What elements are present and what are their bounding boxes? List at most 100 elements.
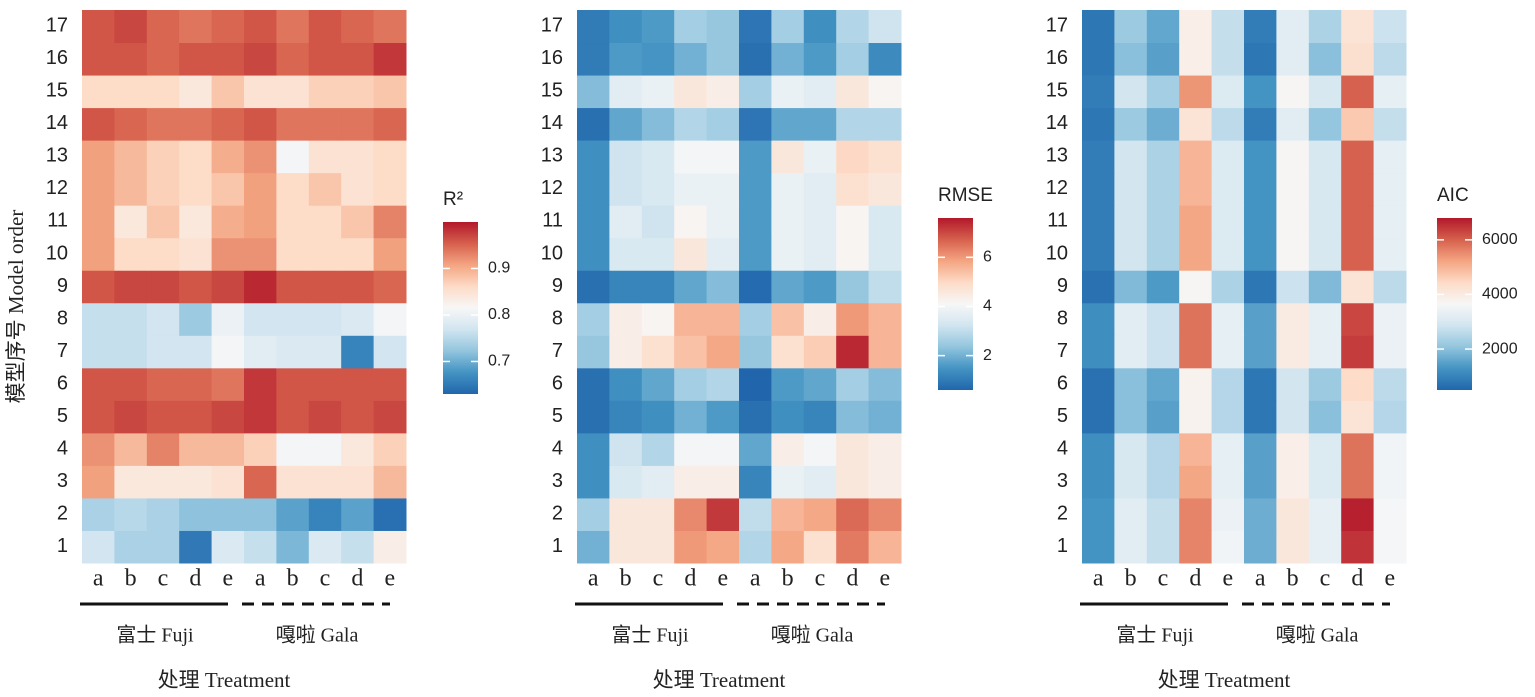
heatmap-cell — [771, 172, 805, 206]
heatmap-cell — [146, 205, 180, 239]
y-tick-label: 6 — [57, 372, 68, 394]
colorbar-tick-label: 2000 — [1482, 340, 1518, 357]
heatmap-cell — [836, 75, 870, 109]
heatmap-cell — [373, 400, 407, 434]
heatmap-cell — [1244, 270, 1277, 304]
heatmap-cell — [836, 107, 870, 141]
heatmap-cell — [211, 10, 245, 44]
heatmap-cell — [373, 172, 407, 206]
heatmap-cell — [1179, 335, 1213, 369]
heatmap-cell — [641, 10, 675, 44]
x-tick-label: b — [1287, 566, 1299, 592]
colorbar — [443, 222, 478, 394]
heatmap-cell — [146, 302, 180, 336]
heatmap-cell — [179, 270, 213, 304]
heatmap-cell — [836, 205, 870, 239]
heatmap-cell — [1114, 530, 1148, 564]
heatmap-cell — [641, 400, 675, 434]
heatmap-cell — [803, 107, 837, 141]
heatmap-cell — [771, 270, 805, 304]
heatmap-cell — [276, 42, 310, 76]
heatmap-cell — [1341, 75, 1375, 109]
heatmap-cell — [1211, 140, 1245, 174]
heatmap-cell — [179, 10, 213, 44]
heatmap-cell — [1082, 367, 1115, 401]
heatmap-cell — [244, 75, 277, 109]
heatmap-cell — [82, 400, 115, 434]
heatmap-cell — [244, 400, 277, 434]
y-tick-label: 14 — [541, 112, 563, 134]
heatmap-cell — [276, 75, 310, 109]
heatmap-cell — [1211, 42, 1245, 76]
heatmap-cell — [609, 205, 643, 239]
heatmap-cell — [1146, 465, 1180, 499]
heatmap-cell — [1146, 75, 1180, 109]
heatmap-cell — [114, 42, 148, 76]
y-tick-label: 3 — [1057, 470, 1068, 492]
heatmap-cell — [868, 465, 902, 499]
heatmap-cell — [179, 432, 213, 466]
heatmap-cell — [609, 367, 643, 401]
heatmap-cell — [739, 237, 772, 271]
colorbar-tick-label: 6000 — [1482, 231, 1518, 248]
heatmap-cell — [674, 367, 708, 401]
heatmap-cell — [179, 497, 213, 531]
heatmap-cell — [1308, 270, 1342, 304]
heatmap-cell — [1082, 140, 1115, 174]
heatmap-cell — [577, 172, 610, 206]
heatmap-cell — [1146, 367, 1180, 401]
heatmap-cell — [803, 367, 837, 401]
y-tick-label: 15 — [541, 80, 563, 102]
heatmap-cell — [1244, 367, 1277, 401]
heatmap-cell — [179, 367, 213, 401]
heatmap-cell — [1211, 205, 1245, 239]
heatmap-cell — [1146, 432, 1180, 466]
y-tick-label: 17 — [1046, 15, 1068, 37]
heatmap-cell — [706, 497, 740, 531]
y-tick-label: 12 — [541, 177, 563, 199]
heatmap-cell — [341, 432, 375, 466]
heatmap-cell — [308, 42, 342, 76]
heatmap-cell — [803, 75, 837, 109]
heatmap-cell — [308, 367, 342, 401]
heatmap-cell — [114, 367, 148, 401]
x-tick-label: c — [158, 566, 169, 592]
heatmap-cell — [674, 497, 708, 531]
heatmap-cell — [803, 42, 837, 76]
heatmap-cell — [1341, 432, 1375, 466]
heatmap-cell — [641, 172, 675, 206]
x-axis-label: 处理 Treatment — [158, 668, 291, 692]
heatmap-cell — [114, 302, 148, 336]
heatmap-cell — [1179, 432, 1213, 466]
heatmap-cell — [308, 237, 342, 271]
heatmap-cell — [609, 75, 643, 109]
heatmap-cell — [1146, 302, 1180, 336]
x-tick-label: c — [1320, 566, 1331, 592]
heatmap-cell — [577, 465, 610, 499]
heatmap-cell — [1146, 270, 1180, 304]
heatmap-cell — [577, 530, 610, 564]
heatmap-cell — [577, 205, 610, 239]
heatmap-cell — [803, 10, 837, 44]
heatmap-cell — [739, 497, 772, 531]
heatmap-cell — [1373, 10, 1407, 44]
heatmap-cell — [803, 497, 837, 531]
x-tick-label: c — [653, 566, 664, 592]
heatmap-cell — [1082, 172, 1115, 206]
heatmap-cell — [803, 302, 837, 336]
heatmap-cell — [609, 465, 643, 499]
heatmap-cell — [276, 205, 310, 239]
heatmap-cell — [1146, 497, 1180, 531]
heatmap-cell — [1082, 42, 1115, 76]
heatmap-cell — [1114, 400, 1148, 434]
y-tick-label: 6 — [552, 372, 563, 394]
heatmap-cell — [1082, 497, 1115, 531]
heatmap-cell — [276, 432, 310, 466]
heatmap-cell — [706, 400, 740, 434]
heatmap-cell — [1276, 432, 1310, 466]
heatmap-cell — [706, 172, 740, 206]
heatmap-cell — [1114, 497, 1148, 531]
heatmap-cell — [868, 140, 902, 174]
heatmap-cell — [114, 172, 148, 206]
heatmap-cell — [1373, 172, 1407, 206]
